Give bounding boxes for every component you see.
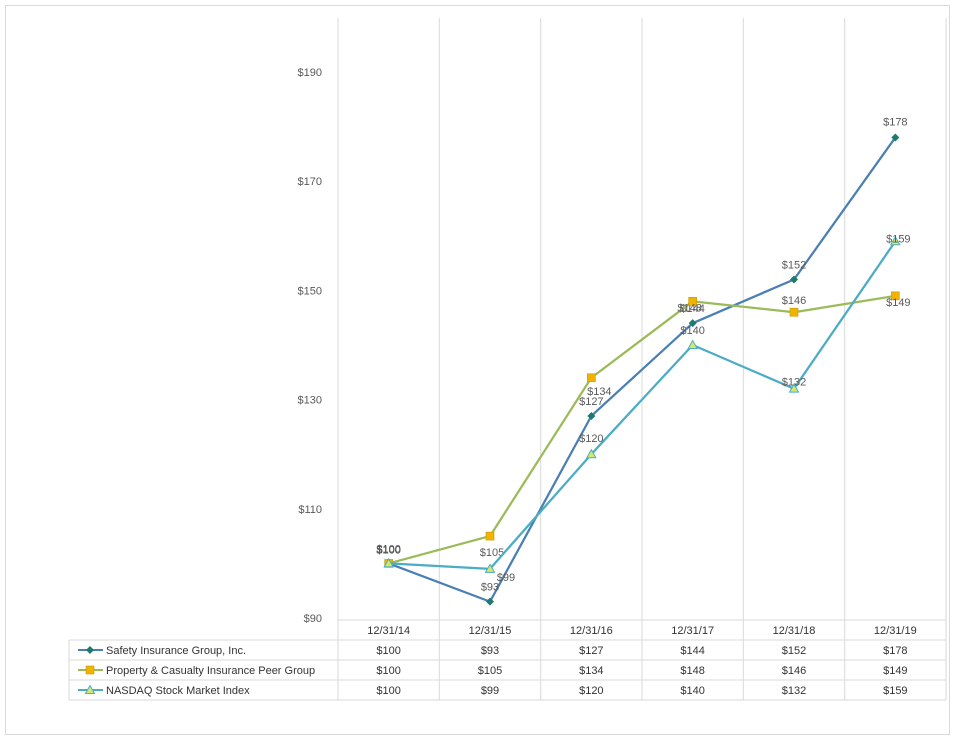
- table-cell: $152: [782, 645, 806, 657]
- series-line: [388, 240, 897, 570]
- data-label: $100: [376, 543, 400, 555]
- data-label: $127: [579, 396, 603, 408]
- data-label: $120: [579, 433, 603, 445]
- series-line: [388, 294, 896, 565]
- y-tick-label: $90: [304, 613, 322, 625]
- x-tick-label: 12/31/15: [469, 625, 512, 637]
- y-tick-label: $130: [298, 395, 322, 407]
- x-tick-label: 12/31/19: [874, 625, 917, 637]
- table-cell: $132: [782, 685, 806, 697]
- legend-marker: [85, 665, 95, 675]
- data-point: [587, 411, 596, 420]
- y-tick-label: $190: [298, 67, 322, 79]
- legend-label: Safety Insurance Group, Inc.: [106, 645, 246, 657]
- data-label: $146: [782, 295, 806, 307]
- table-cell: $146: [782, 665, 806, 677]
- data-label: $152: [782, 259, 806, 271]
- legend-entry: NASDAQ Stock Market Index: [78, 684, 250, 697]
- table-cell: $140: [680, 685, 704, 697]
- data-point: [687, 339, 699, 349]
- table-cell: $99: [481, 685, 499, 697]
- x-tick-label: 12/31/14: [367, 625, 410, 637]
- data-label: $93: [481, 582, 499, 594]
- legend-label: Property & Casualty Insurance Peer Group: [106, 665, 315, 677]
- data-point: [485, 531, 495, 541]
- data-point: [486, 597, 494, 606]
- legend-marker: [86, 646, 94, 654]
- table-cell: $105: [478, 665, 502, 677]
- data-point: [688, 319, 697, 328]
- data-point: [788, 383, 800, 393]
- data-label: $99: [497, 572, 515, 584]
- data-label: $159: [886, 233, 910, 245]
- table-cell: $178: [883, 645, 907, 657]
- legend-marker: [84, 684, 96, 694]
- data-label: $100: [376, 544, 400, 556]
- y-tick-label: $150: [298, 285, 322, 297]
- table-cell: $144: [680, 645, 704, 657]
- legend-entry: Safety Insurance Group, Inc.: [78, 645, 246, 657]
- legend-entry: Property & Casualty Insurance Peer Group: [78, 665, 315, 677]
- data-point: [789, 307, 799, 317]
- x-tick-label: 12/31/16: [570, 625, 613, 637]
- table-cell: $100: [376, 685, 400, 697]
- data-label: $148: [677, 302, 701, 314]
- x-tick-label: 12/31/17: [671, 625, 714, 637]
- table-cell: $148: [680, 665, 704, 677]
- data-label: $100: [376, 544, 400, 556]
- table-cell: $127: [579, 645, 603, 657]
- data-label: $149: [886, 297, 910, 309]
- series-3: [383, 235, 901, 573]
- table-cell: $100: [376, 645, 400, 657]
- table-cell: $100: [376, 665, 400, 677]
- data-point: [891, 291, 900, 301]
- data-label: $140: [680, 325, 704, 337]
- data-point: [585, 448, 597, 459]
- table-cell: $149: [883, 665, 907, 677]
- series-1: [384, 133, 900, 606]
- series-line: [388, 136, 897, 603]
- data-point: [383, 557, 395, 568]
- table-cell: $120: [579, 685, 603, 697]
- data-point: [891, 133, 900, 142]
- data-label: $178: [883, 117, 907, 129]
- table-cell: $93: [481, 645, 499, 657]
- data-point: [688, 297, 697, 306]
- data-label: $132: [782, 377, 806, 389]
- table-cell: $159: [883, 685, 907, 697]
- y-tick-label: $170: [298, 176, 322, 188]
- data-point: [889, 235, 901, 246]
- table-cell: $134: [579, 665, 603, 677]
- x-tick-label: 12/31/18: [773, 625, 816, 637]
- data-point: [484, 563, 496, 573]
- data-label: $134: [587, 386, 611, 398]
- series-2: [384, 291, 900, 568]
- data-point: [587, 373, 596, 383]
- data-label: $105: [480, 547, 504, 559]
- data-point: [790, 275, 798, 284]
- chart-frame: [5, 5, 950, 735]
- legend-label: NASDAQ Stock Market Index: [106, 685, 250, 697]
- y-tick-label: $110: [298, 504, 322, 516]
